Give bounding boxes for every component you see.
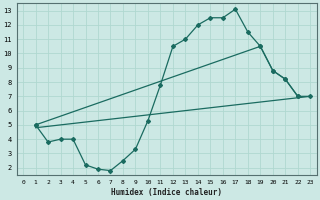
X-axis label: Humidex (Indice chaleur): Humidex (Indice chaleur) <box>111 188 222 197</box>
